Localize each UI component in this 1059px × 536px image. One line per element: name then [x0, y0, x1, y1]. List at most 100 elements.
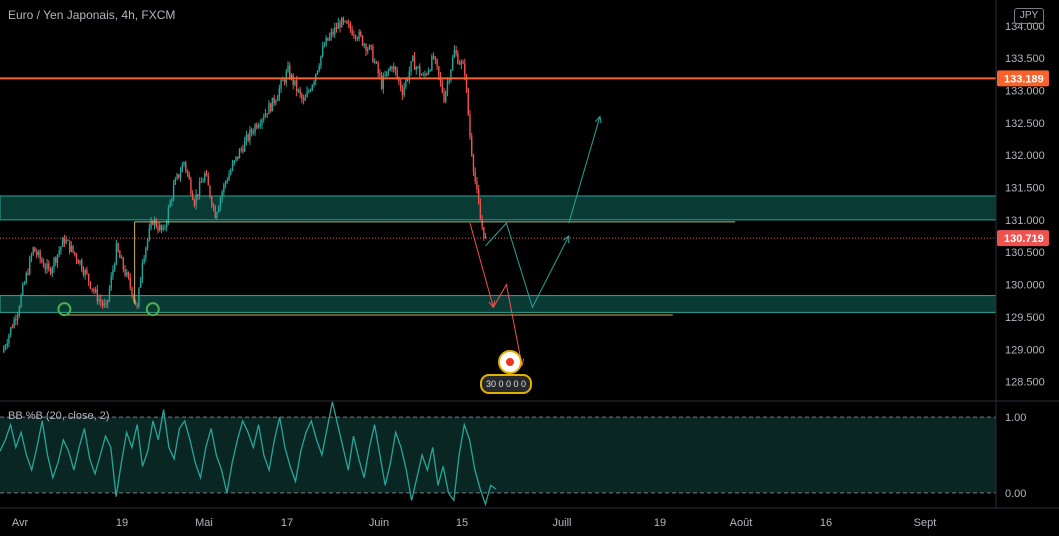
target-icon [500, 352, 520, 372]
candle-body [145, 247, 147, 258]
x-tick-label: 17 [281, 517, 293, 529]
price-tag-1 [997, 230, 1049, 247]
candle-body [261, 119, 263, 125]
candle-body [231, 163, 234, 171]
candle-body [334, 27, 336, 35]
candle-body [238, 149, 241, 159]
candles-layer [3, 16, 487, 354]
candle-body [268, 103, 270, 115]
candle-body [205, 173, 208, 176]
candle-body [429, 70, 431, 72]
candle-body [81, 260, 83, 271]
candle-body [382, 75, 385, 89]
y-tick-label: 130.000 [1005, 280, 1045, 292]
candle-body [193, 199, 196, 206]
candle-body [44, 267, 47, 270]
candle-body [273, 97, 275, 104]
candle-body [136, 305, 138, 307]
candle-body [15, 319, 17, 321]
candle-body [441, 81, 443, 93]
candle-body [346, 20, 348, 24]
candle-body [425, 73, 428, 75]
candle-body [372, 46, 374, 63]
candle-body [37, 251, 40, 256]
candle-body [476, 181, 478, 189]
indicator-layer [0, 400, 1059, 507]
candle-body [240, 148, 242, 150]
candle-body [443, 92, 445, 102]
x-tick-label: 19 [116, 517, 128, 529]
candle-body [417, 66, 419, 68]
candle-body [380, 75, 383, 89]
candle-body [226, 180, 229, 182]
candle-body [162, 227, 164, 230]
candle-body [386, 71, 388, 76]
candle-body [9, 327, 12, 335]
candle-body [467, 88, 469, 115]
candle-body [249, 129, 251, 141]
candle-body [211, 196, 213, 206]
candle-body [311, 84, 313, 91]
candle-body [479, 203, 482, 220]
candle-body [117, 243, 119, 252]
candle-body [86, 269, 88, 274]
candle-body [471, 136, 473, 156]
candle-body [403, 86, 405, 96]
candle-body [266, 113, 268, 115]
candle-body [82, 270, 85, 275]
candle-body [35, 252, 38, 256]
projection-path-0 [469, 223, 494, 308]
candle-body [323, 45, 326, 47]
candle-body [370, 45, 372, 47]
candle-body [431, 56, 433, 71]
candle-body [131, 287, 133, 296]
y-tick-label: 133.000 [1005, 86, 1045, 98]
candle-body [406, 79, 409, 81]
candle-body [469, 114, 471, 137]
candle-body [181, 164, 183, 173]
candle-body [101, 302, 104, 306]
candle-body [365, 44, 367, 52]
candle-body [330, 31, 333, 37]
candle-body [224, 181, 227, 185]
candle-body [464, 63, 466, 76]
candle-body [46, 263, 48, 270]
candle-body [316, 70, 319, 75]
candle-body [186, 170, 189, 174]
candle-body [185, 162, 187, 171]
candle-body [63, 238, 66, 244]
reaction-widget[interactable]: 30 0 0 0 0 [480, 352, 542, 398]
candle-body [399, 81, 402, 89]
candle-body [198, 181, 201, 196]
candle-body [179, 172, 182, 178]
zone-0 [0, 195, 997, 221]
candle-body [65, 239, 67, 244]
candle-body [113, 264, 116, 270]
candle-body [445, 91, 447, 102]
candle-body [292, 74, 294, 85]
x-tick-label: Août [730, 517, 753, 529]
candle-body [328, 36, 331, 41]
candle-body [391, 67, 393, 69]
touch-circle-0 [57, 302, 72, 317]
candle-body [301, 93, 303, 100]
currency-badge[interactable]: JPY [1014, 8, 1044, 24]
candle-body [23, 282, 26, 285]
candle-body [159, 225, 161, 231]
projection-arrowhead-2 [562, 235, 570, 244]
candle-body [320, 55, 322, 67]
candle-body [438, 66, 440, 76]
y-tick-label: 133.500 [1005, 53, 1045, 65]
candle-body [434, 58, 437, 60]
candle-body [219, 198, 222, 208]
candle-body [72, 245, 74, 252]
candle-body [150, 221, 152, 229]
candle-body [60, 246, 62, 251]
x-tick-label: 19 [654, 517, 666, 529]
candle-body [242, 148, 244, 152]
candle-body [157, 226, 159, 231]
candle-body [257, 125, 260, 128]
candle-body [339, 22, 341, 28]
candle-body [299, 89, 301, 94]
